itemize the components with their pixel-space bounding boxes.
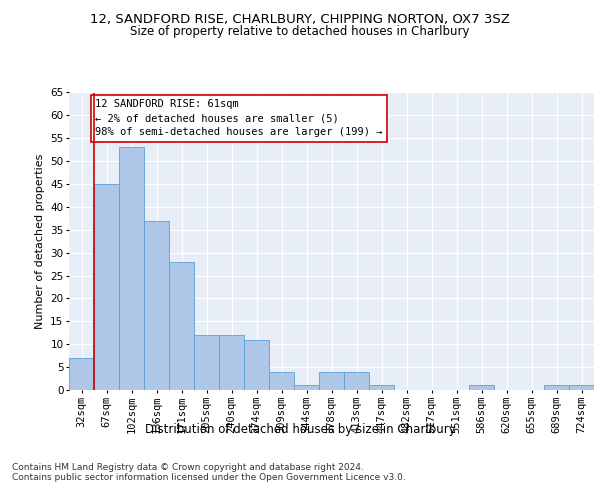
Text: 12, SANDFORD RISE, CHARLBURY, CHIPPING NORTON, OX7 3SZ: 12, SANDFORD RISE, CHARLBURY, CHIPPING N… bbox=[90, 12, 510, 26]
Text: Distribution of detached houses by size in Charlbury: Distribution of detached houses by size … bbox=[145, 422, 455, 436]
Bar bbox=[69, 358, 94, 390]
Bar bbox=[219, 335, 244, 390]
Bar bbox=[269, 372, 294, 390]
Text: Contains HM Land Registry data © Crown copyright and database right 2024.
Contai: Contains HM Land Registry data © Crown c… bbox=[12, 462, 406, 482]
Bar bbox=[94, 184, 119, 390]
Bar bbox=[569, 386, 594, 390]
Bar bbox=[119, 148, 144, 390]
Text: Size of property relative to detached houses in Charlbury: Size of property relative to detached ho… bbox=[130, 25, 470, 38]
Bar bbox=[344, 372, 369, 390]
Bar bbox=[244, 340, 269, 390]
Bar bbox=[469, 386, 494, 390]
Bar bbox=[294, 386, 319, 390]
Bar bbox=[144, 220, 169, 390]
Y-axis label: Number of detached properties: Number of detached properties bbox=[35, 154, 44, 329]
Bar bbox=[194, 335, 219, 390]
Text: 12 SANDFORD RISE: 61sqm
← 2% of detached houses are smaller (5)
98% of semi-deta: 12 SANDFORD RISE: 61sqm ← 2% of detached… bbox=[95, 100, 383, 138]
Bar bbox=[319, 372, 344, 390]
Bar bbox=[369, 386, 394, 390]
Bar bbox=[544, 386, 569, 390]
Bar bbox=[169, 262, 194, 390]
